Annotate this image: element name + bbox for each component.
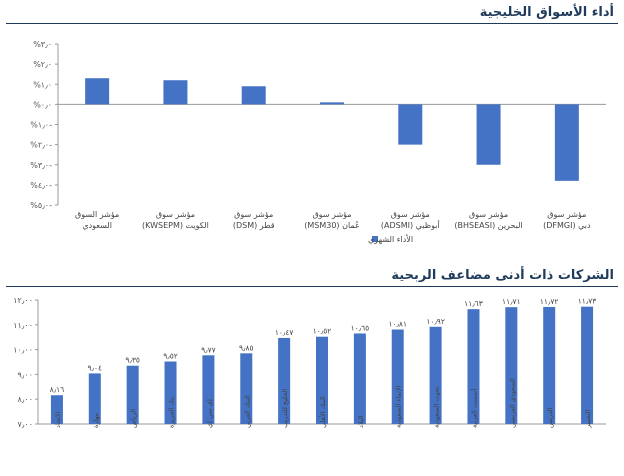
- bar: [391, 329, 404, 424]
- x-category-label: مؤشر سوق: [156, 210, 195, 219]
- x-category-label: البنك العربي: [243, 395, 251, 428]
- bar: [88, 373, 101, 424]
- y-tick-label: ٩٫٠٠: [18, 370, 34, 379]
- data-label: ١٠٫٩٢: [426, 317, 445, 326]
- x-category-label: البحرين (BHSEASI): [454, 221, 522, 230]
- bar: [320, 102, 344, 105]
- chart2-title-rule: [6, 286, 618, 287]
- x-category-label: السعودي: [82, 221, 112, 230]
- data-label: ٩٫٠٤: [88, 363, 103, 372]
- data-label: ١١٫٦٣: [464, 299, 483, 308]
- x-category-label: عُمان (MSM30): [304, 221, 360, 230]
- x-category-label: إي سي إي: [205, 399, 213, 428]
- legend-label: الأداء الشهري: [368, 234, 413, 244]
- bar: [467, 309, 480, 424]
- y-tick-label: %١٫٠: [33, 80, 52, 89]
- x-category-label: مؤشر سوق: [547, 210, 586, 219]
- data-label: ١١٫٧٢: [540, 297, 559, 306]
- data-label: ١٠٫٤٧: [275, 328, 294, 337]
- bar: [126, 365, 139, 424]
- y-tick-label: %٢٫٠-: [30, 141, 52, 150]
- data-label: ٩٫٣٥: [125, 356, 140, 365]
- data-label: ١١٫٧٣: [578, 297, 597, 306]
- chart1-title-rule: [6, 23, 618, 24]
- bar: [278, 337, 291, 424]
- bar: [85, 78, 110, 105]
- data-label: ١٠٫٦٥: [351, 323, 370, 332]
- y-tick-label: %٠٫٠: [33, 100, 52, 109]
- bar: [202, 355, 215, 424]
- bar: [316, 336, 328, 424]
- bar: [554, 104, 579, 181]
- x-category-label: مؤشر سوق: [469, 210, 508, 219]
- x-category-label: دبي (DFMGI): [543, 221, 591, 230]
- bar: [398, 104, 423, 145]
- chart2-title: الشركات ذات أدنى مضاعف الربحية: [391, 268, 614, 283]
- y-tick-label: %٢٫٠: [33, 60, 52, 69]
- bar: [429, 326, 442, 424]
- x-category-label: البلاد: [357, 415, 365, 428]
- gulf-markets-chart: %٣٫٠ %٢٫٠ %١٫٠ %٠٫٠ %١٫٠- %٢٫٠- %٣٫٠- %٤٫٠- %٥٫٠…: [30, 40, 606, 244]
- data-label: ٩٫٧٧: [201, 345, 216, 354]
- y-tick-label: ٧٫٠٠: [18, 420, 34, 429]
- bar: [241, 86, 266, 105]
- y-tick-label: ٨٫٠٠: [18, 395, 34, 404]
- legend-swatch: [372, 236, 378, 242]
- lowest-pe-chart: ١٢٫٠٠ ١١٫٠٠ ١٠٫٠٠ ٩٫٠٠ ٨٫٠٠ ٧٫٠٠ ٨٫١٦ الاتحاد ٩٫…: [13, 296, 606, 429]
- y-tick-label: ١١٫٠٠: [13, 321, 33, 330]
- x-category-label: الاتحاد: [54, 411, 62, 428]
- x-category-label: أسمنت العربية: [469, 389, 478, 428]
- data-label: ١١٫٧١: [502, 297, 521, 306]
- x-category-label: مؤشر السوق: [75, 210, 119, 219]
- y-tick-label: %٤٫٠-: [30, 181, 52, 190]
- x-category-label: بنك الجزيرة: [168, 396, 176, 428]
- x-category-label: قطر (DSM): [233, 221, 275, 230]
- bar: [50, 395, 63, 424]
- x-category-label: أبوظبي (ADSMI): [381, 220, 440, 230]
- bar: [476, 104, 501, 165]
- chart1-title: أداء الأسواق الخليجية: [479, 5, 614, 20]
- y-tick-label: ١٠٫٠٠: [13, 346, 33, 355]
- x-category-label: الإنماء السعودية: [395, 385, 403, 428]
- y-tick-label: %٣٫٠-: [30, 161, 52, 170]
- x-category-label: التعمير: [584, 410, 592, 429]
- data-label: ١٠٫٥٢: [313, 327, 332, 336]
- x-category-label: مؤشر سوق: [391, 210, 430, 219]
- x-category-label: السعودي الفرنسي: [508, 378, 516, 428]
- data-label: ١٠٫٨١: [388, 320, 407, 329]
- bar: [164, 361, 177, 424]
- x-category-label: الكويت (KWSEPM): [142, 221, 209, 230]
- x-category-label: البنك الأهلي: [318, 396, 327, 428]
- data-label: ٩٫٨٥: [239, 343, 254, 352]
- bar: [505, 307, 518, 424]
- data-label: ٩٫٥٢: [163, 352, 178, 361]
- y-tick-label: ١٢٫٠٠: [13, 296, 33, 305]
- x-category-label: مؤشر سوق: [312, 210, 351, 219]
- x-category-label: الرياض: [130, 409, 138, 428]
- bar: [353, 333, 366, 424]
- x-category-label: بحوث السعودية: [433, 386, 441, 428]
- y-tick-label: %١٫٠-: [30, 121, 52, 130]
- bar: [581, 306, 594, 424]
- x-category-label: الخليج للتدريب: [281, 389, 289, 428]
- bar: [163, 80, 188, 105]
- bar: [543, 306, 556, 424]
- x-category-label: مؤشر سوق: [234, 210, 273, 219]
- x-category-label: الدريس: [546, 407, 554, 428]
- y-tick-label: %٣٫٠: [33, 40, 52, 49]
- bar: [240, 353, 253, 424]
- data-label: ٨٫١٦: [50, 385, 65, 394]
- x-category-label: مهارة: [92, 413, 100, 428]
- y-tick-label: %٥٫٠-: [30, 201, 52, 210]
